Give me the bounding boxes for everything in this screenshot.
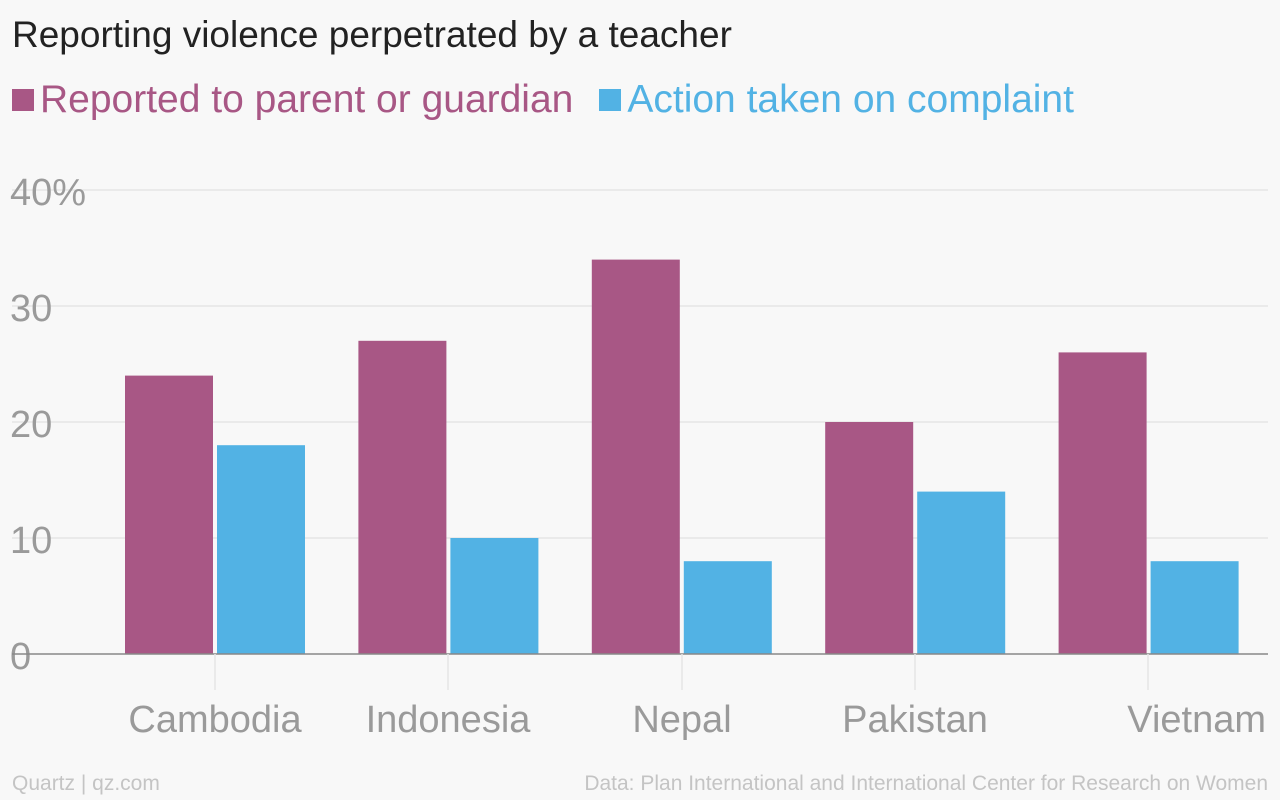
x-tick-label: Cambodia: [128, 699, 302, 741]
bar-cambodia-series-2: [217, 445, 305, 654]
y-tick-label: 0: [10, 636, 31, 678]
x-tick-label: Vietnam: [1127, 699, 1266, 741]
y-tick-label: 10: [10, 520, 52, 562]
y-tick-label: 30: [10, 288, 52, 330]
legend-label-reported: Reported to parent or guardian: [40, 78, 574, 121]
bar-nepal-series-1: [591, 259, 680, 654]
bar-cambodia-series-1: [125, 375, 213, 654]
y-tick-label: 20: [10, 404, 52, 446]
legend-item-reported: Reported to parent or guardian: [12, 78, 573, 122]
legend-swatch-action: [599, 89, 622, 111]
bar-vietnam-series-2: [1150, 561, 1239, 654]
bar-indonesia-series-2: [450, 538, 539, 654]
bar-vietnam-series-1: [1058, 352, 1147, 654]
chart-title: Reporting violence perpetrated by a teac…: [12, 14, 732, 55]
bar-pakistan-series-2: [917, 491, 1006, 654]
footer-source-right: Data: Plan International and Internation…: [584, 772, 1268, 795]
y-tick-label: 40%: [10, 172, 86, 214]
legend-item-action: Action taken on complaint: [599, 78, 1074, 122]
bar-pakistan-series-1: [825, 422, 914, 654]
x-tick-label: Nepal: [632, 699, 731, 741]
bar-nepal-series-2: [683, 561, 772, 654]
legend-swatch-reported: [12, 89, 34, 111]
footer-source-left: Quartz | qz.com: [12, 772, 160, 795]
x-tick-label: Pakistan: [842, 699, 988, 741]
x-tick-label: Indonesia: [366, 699, 532, 741]
bar-indonesia-series-1: [358, 340, 447, 654]
legend: Reported to parent or guardian Action ta…: [12, 78, 1100, 122]
legend-label-action: Action taken on complaint: [627, 78, 1074, 121]
